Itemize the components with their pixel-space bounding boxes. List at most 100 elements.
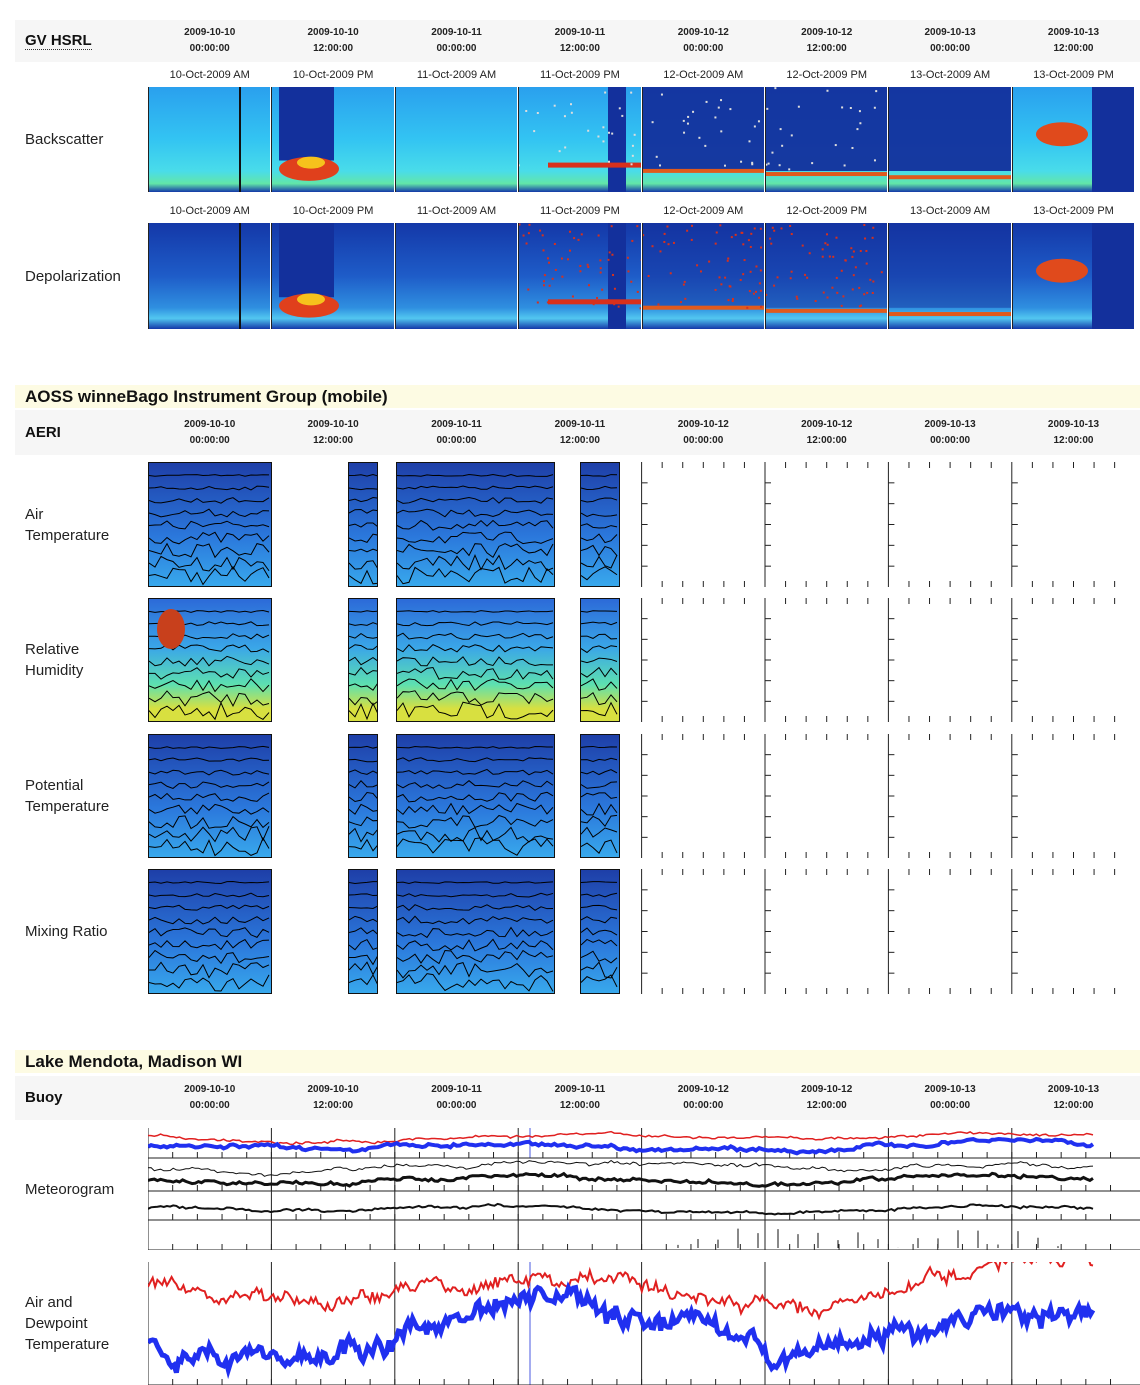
panel-label: 13-Oct-2009 PM (1033, 205, 1114, 217)
aerosol (297, 293, 326, 306)
speckle (672, 241, 675, 244)
contour-line (397, 757, 554, 763)
row-label: Potential Temperature (25, 777, 110, 815)
speckle (587, 265, 590, 268)
line-plot (148, 1128, 1140, 1250)
contour-line (397, 915, 554, 925)
column-date: 2009-10-13 (924, 1084, 976, 1095)
speckle (717, 106, 720, 109)
speckle (597, 135, 600, 138)
speckle (759, 227, 762, 230)
contours (397, 610, 554, 720)
column-date: 2009-10-11 (554, 1084, 606, 1095)
contour-line (581, 633, 618, 640)
speckle (866, 291, 869, 294)
trace (148, 1159, 1094, 1177)
contours (581, 610, 618, 717)
contour-line (349, 522, 377, 528)
column-date: 2009-10-13 (924, 418, 976, 430)
speckle (685, 229, 688, 232)
speckle (727, 299, 730, 302)
trace (148, 1130, 1094, 1146)
speckle (873, 106, 876, 109)
speckle (663, 232, 666, 235)
contour-line (581, 666, 618, 678)
speckle (780, 227, 783, 230)
contour-line (149, 485, 270, 491)
contour-line (149, 904, 270, 911)
speckle (571, 111, 574, 114)
speckle (699, 270, 702, 273)
speckle (788, 168, 791, 171)
speckle (569, 249, 572, 252)
contour-line (397, 701, 554, 720)
line-plot (148, 1262, 1140, 1385)
plot-image (1011, 223, 1135, 329)
contour-line (349, 769, 377, 775)
speckle (864, 237, 867, 240)
contour-line (349, 938, 377, 951)
contour-line (581, 757, 618, 763)
speckle (707, 260, 710, 263)
speckle (795, 295, 798, 298)
speckle (789, 224, 792, 227)
column-date: 2009-10-12 (677, 27, 729, 38)
speckle (849, 106, 852, 109)
speckle (570, 103, 573, 106)
speckle (759, 246, 762, 249)
panel-label: 11-Oct-2009 AM (416, 69, 497, 81)
speckle (759, 269, 762, 272)
speckle (608, 160, 611, 163)
speckle (771, 151, 774, 154)
speckle (660, 93, 663, 96)
dark-region (279, 223, 335, 298)
speckle (790, 270, 793, 273)
speckle (601, 288, 604, 291)
speckle (826, 296, 829, 299)
speckle (859, 122, 862, 125)
contour-line (581, 974, 618, 988)
speckle (854, 266, 857, 269)
speckle (613, 303, 616, 306)
speckle (835, 276, 838, 279)
empty-axes (641, 598, 1116, 722)
speckle (749, 270, 752, 273)
speckle (579, 270, 582, 273)
contour-line (397, 962, 554, 979)
contour-line (149, 520, 270, 530)
speckle (770, 242, 773, 245)
contour-line (581, 961, 618, 979)
speckle (682, 119, 685, 122)
contour-line (397, 554, 554, 572)
speckle (647, 275, 650, 278)
speckle (525, 109, 528, 112)
column-time: 00:00:00 (189, 1100, 230, 1111)
section-title: Lake Mendota, Madison WI (15, 1050, 1140, 1073)
speckle (858, 305, 861, 308)
plot-image (396, 462, 555, 587)
contour-line (581, 781, 618, 789)
speckle (564, 115, 567, 118)
contour-line (349, 548, 377, 553)
contour-line (149, 690, 270, 708)
speckle (682, 131, 685, 134)
speckle (852, 274, 855, 277)
row-label: Mixing Ratio (25, 923, 108, 940)
panel-label: 13-Oct-2009 AM (910, 205, 991, 217)
speckle (779, 128, 782, 131)
speckle (851, 288, 854, 291)
speckle (686, 115, 689, 118)
contour-line (397, 881, 554, 885)
column-time: 12:00:00 (806, 434, 847, 446)
speckle (748, 290, 751, 293)
speckle (801, 244, 804, 247)
speckle (811, 162, 814, 165)
speckle (871, 236, 874, 239)
speckle (657, 303, 660, 306)
speckle (750, 161, 753, 164)
speckle (592, 303, 595, 306)
panel-label: 11-Oct-2009 PM (539, 69, 620, 81)
contour-line (581, 523, 618, 529)
contour-line (581, 554, 618, 569)
contour-line (397, 949, 554, 965)
